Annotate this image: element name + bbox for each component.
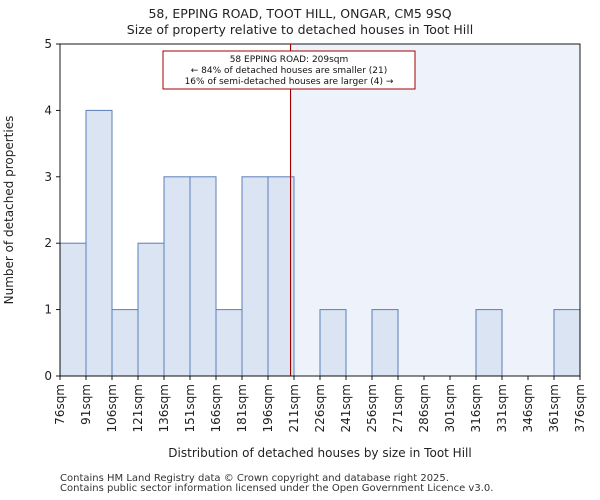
histogram-bar [189,176,217,377]
histogram-bar [111,309,139,377]
x-tick-label: 241sqm [339,384,353,432]
histogram-bar [163,176,191,377]
histogram-bar [137,242,165,377]
annotation-line1: 58 EPPING ROAD: 209sqm [230,55,349,65]
x-tick-label: 76sqm [53,384,67,425]
y-tick-label: 1 [44,303,52,317]
x-tick-label: 91sqm [79,384,93,425]
x-tick-label: 136sqm [157,384,171,432]
y-tick-label: 0 [44,369,52,383]
x-tick-label: 121sqm [131,384,145,432]
histogram-bar [319,309,347,377]
histogram-bar [267,176,295,377]
annotation-line2: ← 84% of detached houses are smaller (21… [191,66,388,76]
x-tick-label: 106sqm [105,384,119,432]
chart-subtitle: Size of property relative to detached ho… [126,22,474,37]
x-axis-label: Distribution of detached houses by size … [168,446,471,460]
x-tick-label: 301sqm [443,384,457,432]
histogram-chart: 0 1 2 3 4 5 76sqm 91sqm 106sqm 121sqm 136sqm 151sqm… [2,37,587,460]
histogram-bar [241,176,269,377]
x-tick-label: 211sqm [287,384,301,432]
histogram-bar [85,109,113,377]
x-tick-label: 196sqm [261,384,275,432]
footer-line-1: Contains HM Land Registry data © Crown c… [60,473,449,484]
x-tick-label: 271sqm [391,384,405,432]
histogram-bar [215,309,243,377]
y-axis-label: Number of detached properties [2,116,16,305]
annotation-line3: 16% of semi-detached houses are larger (… [185,77,394,87]
y-tick-label: 2 [44,236,52,250]
x-tick-label: 226sqm [313,384,327,432]
y-tick-label: 3 [44,170,52,184]
histogram-bar [59,242,87,377]
histogram-bar [475,309,503,377]
annotation-box [162,50,416,90]
x-tick-label: 286sqm [417,384,431,432]
footer-line-2: Contains public sector information licen… [60,483,494,494]
y-tick-label: 5 [44,37,52,51]
x-tick-label: 346sqm [521,384,535,432]
x-tick-label: 361sqm [547,384,561,432]
chart-title: 58, EPPING ROAD, TOOT HILL, ONGAR, CM5 9… [148,6,452,21]
x-tick-label: 331sqm [495,384,509,432]
x-tick-label: 256sqm [365,384,379,432]
x-tick-label: 316sqm [469,384,483,432]
x-tick-label: 166sqm [209,384,223,432]
x-tick-label: 181sqm [235,384,249,432]
histogram-bar [553,309,581,377]
histogram-bar [371,309,399,377]
y-tick-label: 4 [44,103,52,117]
x-tick-label: 376sqm [573,384,587,432]
x-tick-label: 151sqm [183,384,197,432]
